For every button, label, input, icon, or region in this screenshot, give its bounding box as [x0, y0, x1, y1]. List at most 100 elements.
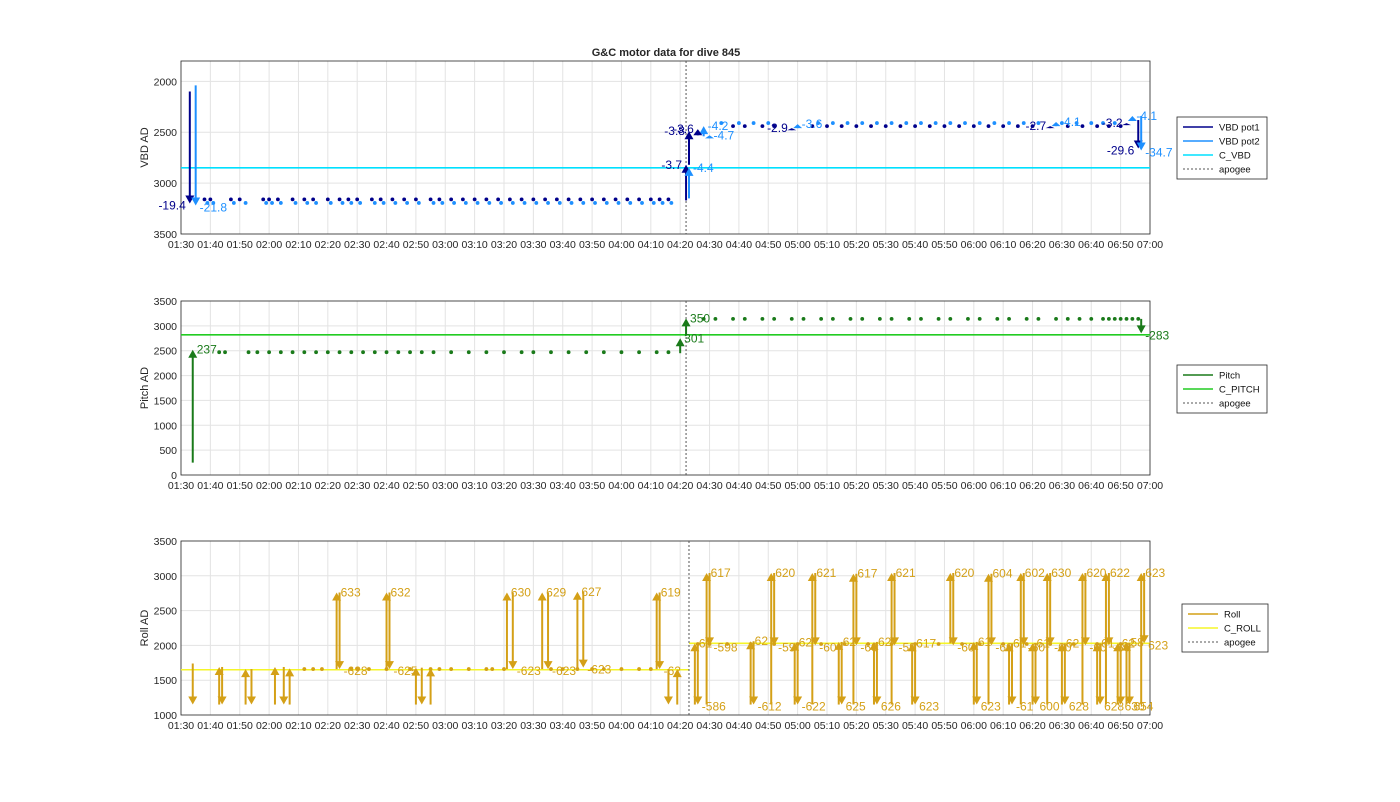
arrow-head	[335, 661, 345, 670]
arrow-head	[749, 696, 759, 705]
data-point	[484, 667, 489, 671]
x-tick-label: 03:50	[579, 480, 605, 492]
data-point	[449, 350, 454, 355]
data-label: 62	[878, 635, 892, 649]
data-point	[349, 350, 354, 355]
arrow-head	[185, 195, 195, 204]
data-point	[731, 316, 735, 321]
panel-roll: 01:30 01:40 01:50 02:00 02:10 02:20 02:30 02:40…	[139, 536, 1168, 732]
arrow-mark: -60	[810, 573, 837, 654]
arrow-head	[890, 637, 900, 646]
arrow-head	[1080, 637, 1090, 646]
x-tick-label: 05:10	[814, 480, 840, 492]
arrow-head	[241, 669, 251, 678]
y-tick-label: 3500	[154, 229, 178, 241]
data-point	[408, 350, 412, 355]
data-point	[484, 197, 489, 202]
x-tick-label: 04:10	[638, 720, 664, 732]
data-point	[261, 197, 266, 202]
legend-label: C_ROLL	[1224, 624, 1261, 635]
arrow-head	[793, 696, 803, 705]
data-label: 617	[916, 636, 936, 650]
x-tick-label: 04:50	[755, 239, 781, 251]
x-tick-label: 04:40	[726, 480, 752, 492]
data-point	[372, 201, 377, 205]
data-point	[384, 350, 389, 355]
data-point	[963, 121, 967, 125]
data-point	[487, 201, 492, 205]
x-tick-label: 06:40	[1078, 239, 1104, 251]
arrow-mark: -586	[693, 643, 726, 714]
x-tick-label: 06:10	[990, 239, 1016, 251]
data-point	[396, 350, 401, 355]
x-tick-label: 06:30	[1049, 480, 1075, 492]
arrow-mark: 620	[766, 566, 796, 705]
data-point	[801, 316, 806, 321]
arrow-head	[1045, 637, 1055, 646]
arrow-head	[1095, 696, 1105, 705]
data-label: 604	[993, 567, 1013, 581]
data-point	[789, 316, 794, 321]
y-tick-label: 500	[159, 445, 177, 457]
y-axis-label: Pitch AD	[139, 367, 151, 409]
x-tick-label: 01:40	[197, 480, 223, 492]
data-point	[616, 201, 621, 205]
data-point	[590, 197, 594, 202]
data-point	[428, 197, 433, 202]
data-point	[502, 350, 506, 355]
data-point	[701, 316, 706, 321]
arrow-mark	[411, 667, 421, 705]
data-point	[349, 667, 354, 671]
arrow-mark	[663, 669, 673, 705]
data-point	[305, 201, 310, 205]
arrow-mark: 617	[702, 566, 731, 705]
x-tick-label: 04:30	[696, 480, 722, 492]
arrow-head	[684, 131, 694, 140]
arrow-head	[693, 129, 703, 136]
data-point	[927, 124, 932, 129]
y-tick-label: 0	[171, 470, 177, 482]
plot-area	[181, 301, 1150, 475]
data-point	[311, 197, 316, 202]
data-point	[957, 124, 962, 129]
data-point	[860, 121, 865, 125]
data-point	[302, 667, 307, 671]
x-tick-label: 04:40	[726, 720, 752, 732]
data-point	[237, 197, 242, 202]
data-point	[566, 197, 571, 202]
legend-item: C_ROLL	[1188, 624, 1261, 635]
data-point	[314, 350, 318, 355]
data-point	[613, 197, 618, 202]
data-point	[217, 350, 222, 355]
arrow-head	[787, 128, 797, 131]
data-label: 62	[1066, 636, 1080, 650]
data-point	[654, 350, 659, 355]
x-tick-label: 02:20	[315, 239, 341, 251]
data-label: 621	[816, 566, 836, 580]
data-point	[751, 121, 756, 125]
data-point	[889, 316, 894, 321]
x-tick-label: 02:00	[256, 239, 282, 251]
data-point	[725, 642, 730, 646]
legend-item: Roll	[1188, 610, 1240, 621]
arrow-head	[705, 135, 715, 139]
x-tick-label: 01:40	[197, 239, 223, 251]
x-tick-label: 05:00	[784, 239, 810, 251]
arrow-head	[246, 696, 256, 705]
arrow-mark: 623	[1139, 573, 1168, 652]
data-label: 630	[511, 586, 531, 600]
x-tick-label: 05:20	[843, 480, 869, 492]
y-tick-label: 3000	[154, 571, 178, 583]
x-tick-label: 04:30	[696, 720, 722, 732]
data-point	[637, 197, 641, 202]
arrow-mark	[188, 663, 198, 705]
data-point	[593, 201, 597, 205]
axes-box	[180, 300, 1151, 476]
x-tick-label: 02:10	[285, 720, 311, 732]
arrow-head	[384, 661, 394, 670]
data-point	[1089, 316, 1094, 321]
x-tick-label: 04:00	[608, 480, 634, 492]
data-label: 62	[755, 634, 769, 648]
x-tick-label: 06:00	[961, 720, 987, 732]
data-point	[760, 124, 765, 129]
